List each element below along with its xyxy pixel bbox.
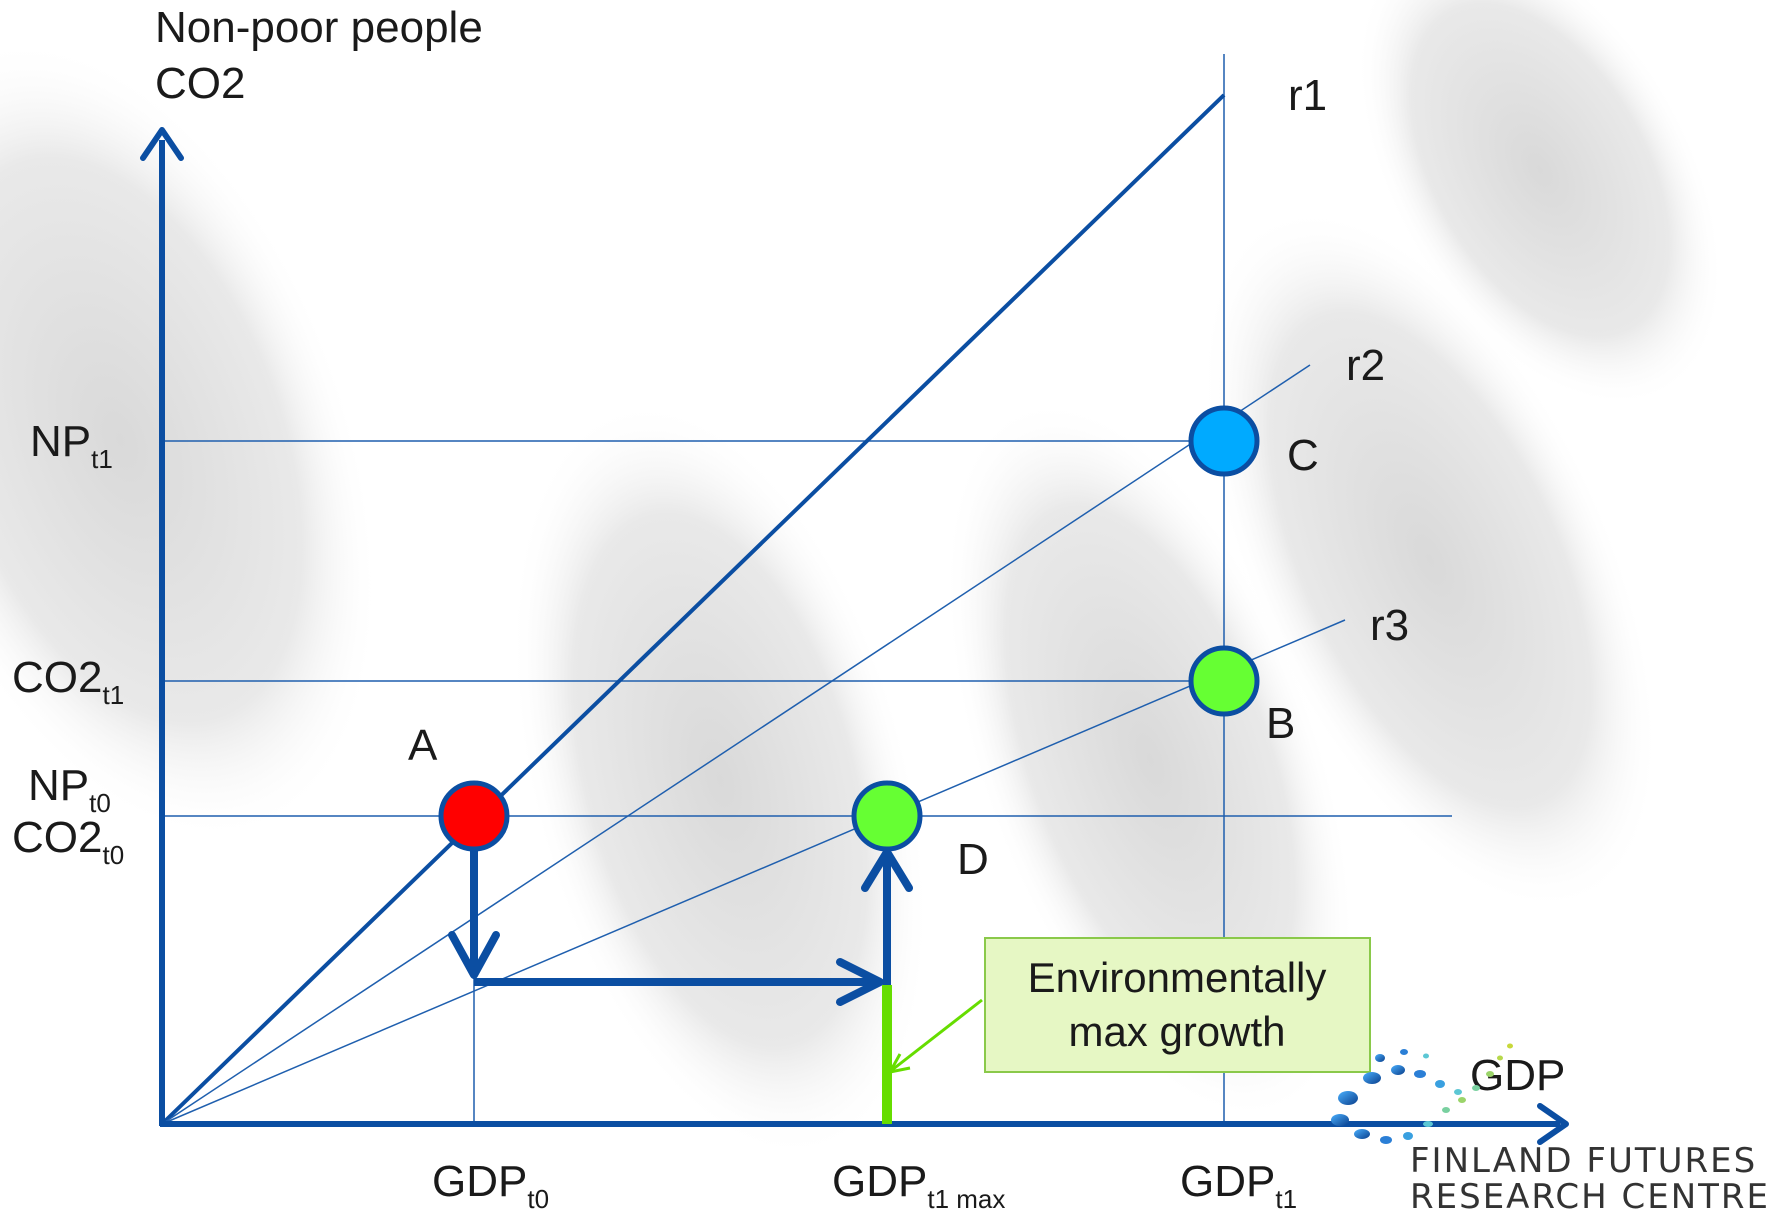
callout-box [984,937,1371,1073]
y-axis-title-line2: CO2 [155,59,245,108]
points [438,405,1260,852]
arrow-up-head [861,848,913,892]
callout-line1: Environmentally [1028,954,1327,1001]
arrow-down-head [448,931,500,979]
point-c [1188,405,1260,477]
ray-r2 [161,364,1311,1125]
point-b [1188,645,1260,717]
point-d [851,780,923,852]
label-gdp-t1max: GDPt1 max [832,1157,1005,1212]
label-r2: r2 [1346,341,1385,390]
ffrc-logo: FINLAND FUTURES RESEARCH CENTRE [1331,1043,1770,1212]
logo-line2: RESEARCH CENTRE [1410,1177,1770,1212]
x-axis-arrowhead [1537,1103,1569,1145]
callout-pointer [891,998,983,1072]
ray-r3 [161,619,1346,1125]
logo-dna-icon [1331,1043,1513,1144]
label-gdp-t0: GDPt0 [432,1157,549,1212]
label-a: A [408,721,438,770]
y-axis-arrowhead [140,127,184,161]
point-a [438,780,510,852]
label-co2-t1: CO2t1 [12,653,124,710]
label-np-t0: NPt0 [28,761,111,818]
label-co2-t0: CO2t0 [12,813,124,870]
y-axis-title-line1: Non-poor people [155,3,483,52]
x-axis-title: GDP [1470,1051,1565,1100]
axes [140,127,1569,1145]
rays [160,93,1346,1126]
callout-line2: max growth [1068,1008,1285,1055]
label-d: D [957,835,989,884]
label-np-t1: NPt1 [30,417,113,474]
label-r3: r3 [1370,601,1409,650]
label-r1: r1 [1288,71,1327,120]
ray-r1 [160,93,1226,1126]
logo-line1: FINLAND FUTURES [1410,1141,1757,1181]
arrow-right-head [836,958,884,1006]
label-b: B [1266,699,1295,748]
label-c: C [1287,431,1319,480]
label-gdp-t1: GDPt1 [1180,1157,1297,1212]
callout: Environmentally max growth [887,937,1371,1075]
